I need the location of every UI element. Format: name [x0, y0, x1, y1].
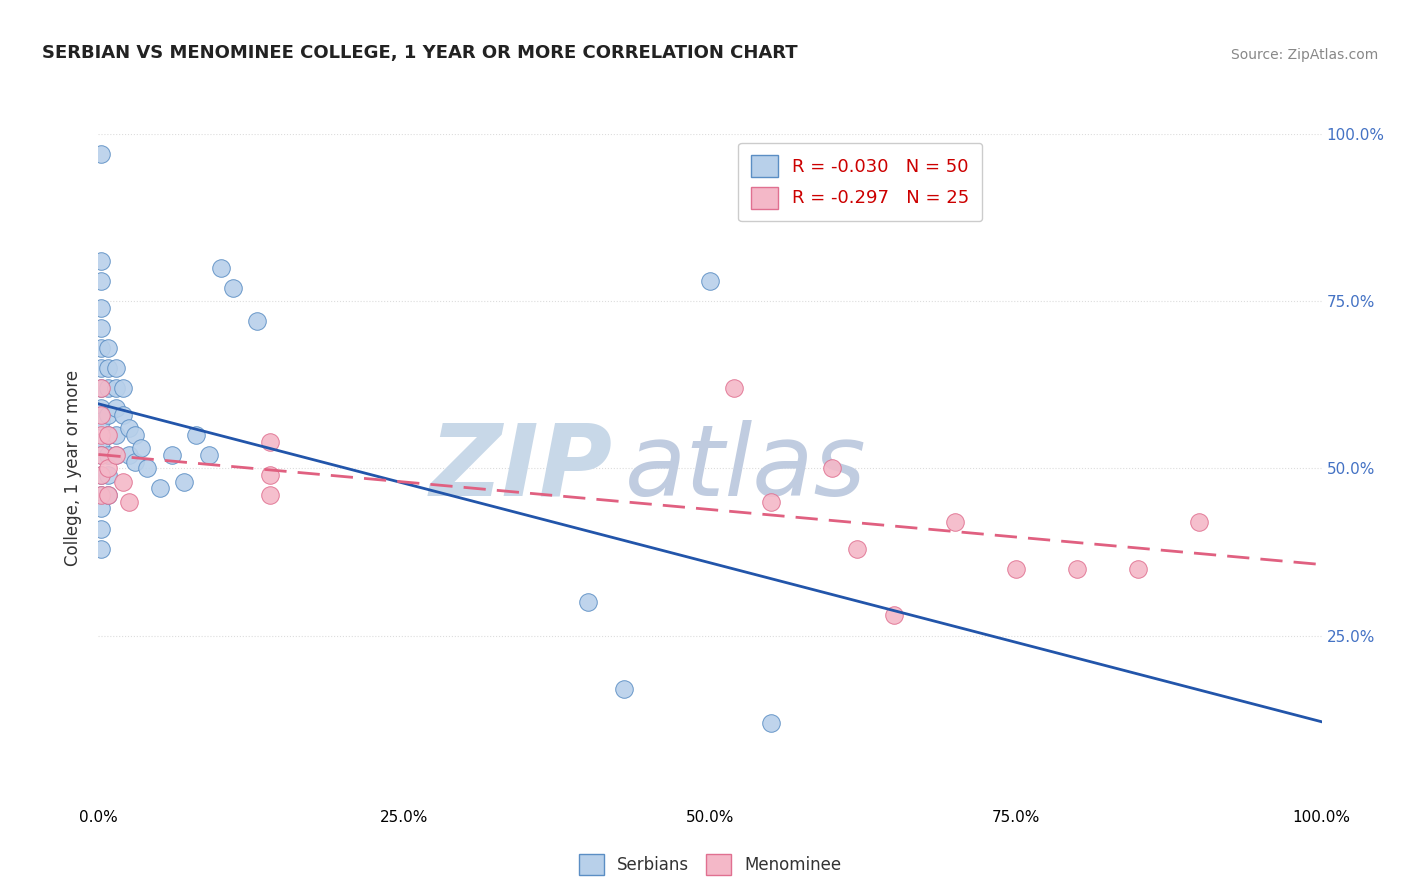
Point — [90, 468, 112, 483]
Text: ZIP: ZIP — [429, 420, 612, 516]
Legend: Serbians, Menominee: Serbians, Menominee — [572, 847, 848, 881]
Point — [90, 448, 112, 462]
Point — [90, 501, 112, 516]
Point — [149, 482, 172, 496]
Point — [90, 401, 112, 416]
Point — [97, 488, 120, 502]
Point — [97, 361, 120, 376]
Point — [613, 681, 636, 696]
Point — [90, 341, 112, 355]
Point — [1004, 562, 1026, 576]
Point — [104, 448, 127, 462]
Point — [259, 468, 281, 483]
Point — [97, 341, 120, 355]
Point — [259, 434, 281, 449]
Point — [90, 521, 112, 535]
Point — [124, 428, 146, 442]
Point — [104, 381, 127, 395]
Point — [943, 515, 966, 529]
Point — [699, 274, 721, 288]
Point — [1066, 562, 1088, 576]
Point — [90, 468, 112, 483]
Point — [90, 381, 112, 395]
Point — [821, 461, 844, 475]
Point — [90, 361, 112, 376]
Point — [129, 442, 152, 456]
Point — [90, 321, 112, 335]
Point — [222, 281, 245, 295]
Point — [90, 301, 112, 315]
Point — [97, 468, 120, 483]
Point — [118, 494, 141, 508]
Point — [118, 448, 141, 462]
Point — [104, 361, 127, 376]
Point — [761, 494, 783, 508]
Point — [1128, 562, 1150, 576]
Point — [90, 253, 112, 268]
Point — [90, 488, 112, 502]
Point — [246, 314, 269, 328]
Point — [576, 595, 599, 609]
Point — [186, 428, 208, 442]
Point — [90, 434, 112, 449]
Point — [97, 428, 120, 442]
Point — [197, 448, 219, 462]
Point — [90, 415, 112, 429]
Point — [761, 715, 783, 730]
Point — [845, 541, 868, 556]
Point — [104, 448, 127, 462]
Point — [90, 381, 112, 395]
Point — [90, 147, 112, 161]
Point — [883, 608, 905, 623]
Point — [111, 381, 134, 395]
Point — [97, 488, 120, 502]
Point — [90, 408, 112, 422]
Y-axis label: College, 1 year or more: College, 1 year or more — [65, 370, 83, 566]
Text: Source: ZipAtlas.com: Source: ZipAtlas.com — [1230, 48, 1378, 62]
Point — [104, 401, 127, 416]
Point — [97, 408, 120, 422]
Point — [723, 381, 745, 395]
Point — [1188, 515, 1211, 529]
Point — [173, 475, 195, 489]
Point — [90, 541, 112, 556]
Point — [118, 421, 141, 435]
Point — [259, 488, 281, 502]
Point — [209, 260, 232, 275]
Point — [97, 428, 120, 442]
Text: atlas: atlas — [624, 420, 866, 516]
Point — [90, 448, 112, 462]
Text: SERBIAN VS MENOMINEE COLLEGE, 1 YEAR OR MORE CORRELATION CHART: SERBIAN VS MENOMINEE COLLEGE, 1 YEAR OR … — [42, 45, 797, 62]
Point — [97, 448, 120, 462]
Point — [97, 381, 120, 395]
Point — [104, 428, 127, 442]
Point — [90, 488, 112, 502]
Point — [90, 274, 112, 288]
Point — [111, 475, 134, 489]
Point — [124, 455, 146, 469]
Point — [97, 461, 120, 475]
Point — [111, 408, 134, 422]
Point — [160, 448, 183, 462]
Point — [90, 428, 112, 442]
Point — [136, 461, 159, 475]
